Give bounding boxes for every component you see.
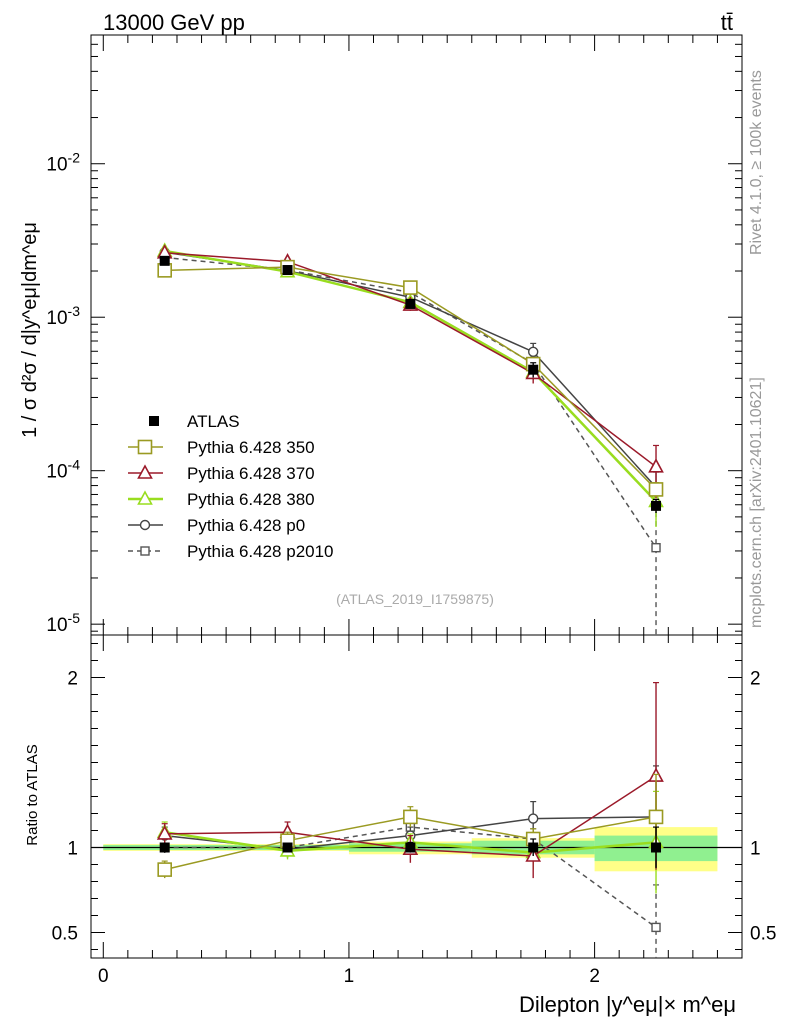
x-tick-label: 0 <box>98 966 109 987</box>
collision-label: 13000 GeV pp <box>103 10 245 35</box>
series-p350 <box>157 773 664 879</box>
data-point-p350 <box>403 809 418 825</box>
data-point-p0 <box>527 813 539 824</box>
x-tick-label: 2 <box>589 966 600 987</box>
legend-marker-atlas <box>149 416 159 426</box>
legend-marker-p380 <box>137 490 153 505</box>
x-axis-label: Dilepton |y^eμ|× m^eμ <box>519 992 736 1017</box>
ratio-y-tick-label: 2 <box>750 669 761 690</box>
legend-marker-p350 <box>137 439 153 455</box>
legend-marker-p0 <box>139 519 151 531</box>
data-point-p350 <box>648 482 664 497</box>
data-point-atlas <box>528 364 539 375</box>
ratio-y-tick-label: 1 <box>750 839 761 860</box>
legend-marker-p2010 <box>140 546 150 556</box>
rivet-version-label: Rivet 4.1.0, ≥ 100k events <box>748 70 765 255</box>
legend-label-p2010: Pythia 6.428 p2010 <box>187 542 334 561</box>
data-point-p2010 <box>651 922 661 933</box>
ratio-y-tick-label: 2 <box>67 669 78 690</box>
ratio-y-tick-label: 1 <box>67 839 78 860</box>
data-point-atlas <box>282 842 293 853</box>
main-y-axis-label: 1 / σ d²σ / d|y^eμ|dm^eμ <box>19 222 41 438</box>
mcplots-label: mcplots.cern.ch [arXiv:2401.10621] <box>748 377 765 628</box>
y-tick-label: 10-4 <box>46 457 80 483</box>
ratio-y-axis-label: Ratio to ATLAS <box>24 744 41 845</box>
process-label: tt̄ <box>721 10 733 35</box>
legend-label-p350: Pythia 6.428 350 <box>187 438 315 457</box>
data-point-atlas <box>405 842 416 853</box>
y-tick-label: 10-5 <box>46 610 80 636</box>
legend-marker-p370 <box>137 464 153 479</box>
legend: ATLAS Pythia 6.428 350 Pythia 6.428 370 Pyt… <box>128 412 334 561</box>
data-point-p370 <box>156 825 173 840</box>
data-point-atlas <box>159 842 170 853</box>
series-atlas <box>159 255 662 514</box>
data-point-p350 <box>403 280 418 295</box>
data-point-p2010 <box>651 542 661 553</box>
data-point-atlas <box>528 842 539 853</box>
x-tick-label: 1 <box>344 966 355 987</box>
legend-label-p0: Pythia 6.428 p0 <box>187 516 305 535</box>
data-point-p370 <box>648 458 664 473</box>
ratio-panel: 0 1 2 0.5 0.5 1 1 2 2 <box>52 634 776 987</box>
data-point-p0 <box>527 346 539 358</box>
data-point-p350 <box>157 862 172 877</box>
series-atlas <box>159 826 662 868</box>
analysis-watermark: (ATLAS_2019_I1759875) <box>336 591 494 607</box>
data-point-atlas <box>405 298 416 309</box>
main-panel: 10-5 10-4 10-3 10-2 <box>46 34 743 636</box>
legend-label-p370: Pythia 6.428 370 <box>187 464 315 483</box>
ratio-frame <box>90 634 743 959</box>
y-tick-label: 10-3 <box>46 303 80 329</box>
data-point-atlas <box>651 842 662 853</box>
ratio-y-tick-label: 0.5 <box>52 924 78 945</box>
ratio-y-tick-label: 0.5 <box>750 924 776 945</box>
data-point-p350 <box>648 809 664 825</box>
y-tick-label: 10-2 <box>46 150 80 176</box>
data-point-atlas <box>159 255 170 266</box>
data-point-atlas <box>282 265 293 276</box>
data-point-atlas <box>651 500 662 511</box>
legend-label-atlas: ATLAS <box>187 412 240 431</box>
legend-label-p380: Pythia 6.428 380 <box>187 490 315 509</box>
